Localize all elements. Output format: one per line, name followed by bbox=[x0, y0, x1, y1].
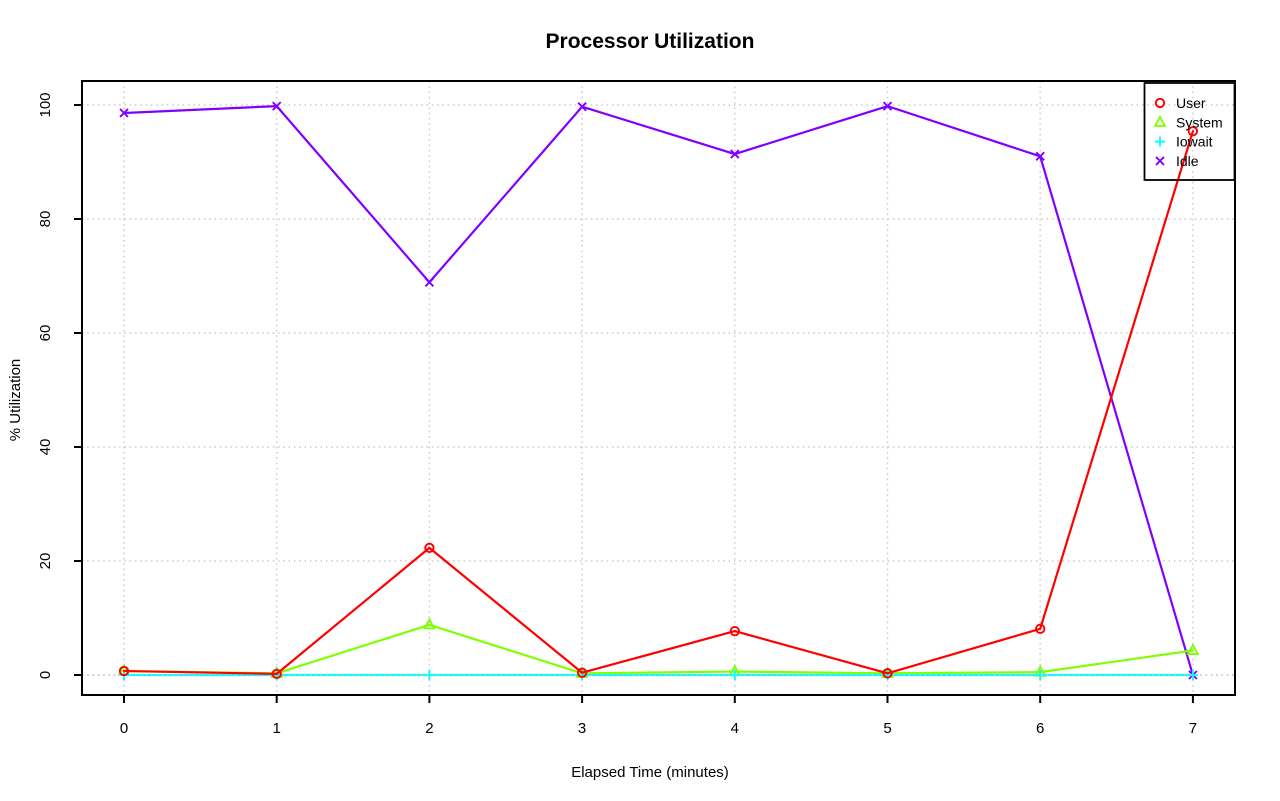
series-user-marker-4 bbox=[729, 625, 740, 637]
y-tick-label-100: 100 bbox=[37, 92, 54, 117]
legend-item-iowait: Iowait bbox=[1155, 134, 1213, 150]
y-tick-label-20: 20 bbox=[37, 553, 54, 570]
legend-user-label: User bbox=[1176, 95, 1206, 111]
legend-system-label: System bbox=[1176, 114, 1223, 130]
legend-item-idle: Idle bbox=[1155, 153, 1199, 169]
series-idle-marker-1 bbox=[272, 101, 282, 111]
y-tick-label-0: 0 bbox=[37, 671, 54, 679]
series-user-marker-0 bbox=[118, 665, 130, 677]
legend-border bbox=[1143, 82, 1236, 181]
x-tick-label-4: 4 bbox=[731, 720, 739, 737]
y-tick-label-40: 40 bbox=[37, 439, 54, 456]
legend-idle-marker bbox=[1155, 156, 1165, 166]
legend-item-system: System bbox=[1153, 114, 1223, 130]
series-idle-marker-4 bbox=[730, 149, 740, 159]
x-tick-label-6: 6 bbox=[1036, 720, 1044, 737]
y-tick-label-80: 80 bbox=[37, 211, 54, 228]
series-user-marker-3 bbox=[576, 667, 588, 678]
series-idle-marker-0 bbox=[119, 108, 129, 118]
series-user bbox=[118, 126, 1199, 680]
series-system-marker-7 bbox=[1186, 643, 1200, 656]
x-tick-label-2: 2 bbox=[425, 720, 433, 737]
legend-item-user: User bbox=[1154, 95, 1206, 111]
legend-iowait-marker bbox=[1155, 136, 1165, 147]
series-system-line bbox=[122, 623, 1195, 675]
series-user-marker-2 bbox=[424, 542, 435, 554]
x-tick-label-0: 0 bbox=[120, 720, 128, 737]
tick-marks-and-labels: 0 1 2 3 4 5 6 7 0 20 40 60 80 100 bbox=[37, 92, 1197, 737]
x-tick-label-3: 3 bbox=[578, 720, 586, 737]
series-idle-marker-2 bbox=[424, 277, 435, 287]
plot-border bbox=[81, 80, 1236, 696]
series-user-marker-1 bbox=[271, 668, 282, 680]
legend-iowait-label: Iowait bbox=[1176, 134, 1213, 150]
series-idle-marker-6 bbox=[1035, 151, 1045, 161]
x-tick-label-7: 7 bbox=[1189, 720, 1197, 737]
legend-idle-label: Idle bbox=[1176, 153, 1199, 169]
series-user-marker-6 bbox=[1035, 623, 1046, 634]
chart-title: Processor Utilization bbox=[546, 30, 755, 53]
y-tick-label-60: 60 bbox=[37, 325, 54, 342]
x-axis-label: Elapsed Time (minutes) bbox=[571, 764, 729, 781]
legend: User System Iowait Idle bbox=[1143, 82, 1236, 181]
axes bbox=[81, 80, 1236, 696]
series-lines bbox=[82, 101, 1235, 680]
y-axis-label: % Utilization bbox=[7, 359, 24, 442]
legend-user-marker bbox=[1154, 97, 1166, 109]
series-user-line bbox=[122, 130, 1195, 675]
legend-system-marker bbox=[1153, 114, 1167, 127]
series-idle-line bbox=[122, 105, 1195, 677]
series-idle-marker-5 bbox=[882, 101, 893, 111]
x-tick-label-5: 5 bbox=[883, 720, 891, 737]
series-idle-marker-3 bbox=[577, 102, 587, 112]
grid-lines bbox=[82, 81, 1235, 695]
series-system-marker-2 bbox=[422, 617, 436, 630]
series-idle bbox=[119, 101, 1198, 680]
x-tick-label-1: 1 bbox=[273, 720, 281, 737]
series-user-marker-5 bbox=[882, 668, 893, 679]
series-user-marker-7 bbox=[1187, 126, 1199, 137]
